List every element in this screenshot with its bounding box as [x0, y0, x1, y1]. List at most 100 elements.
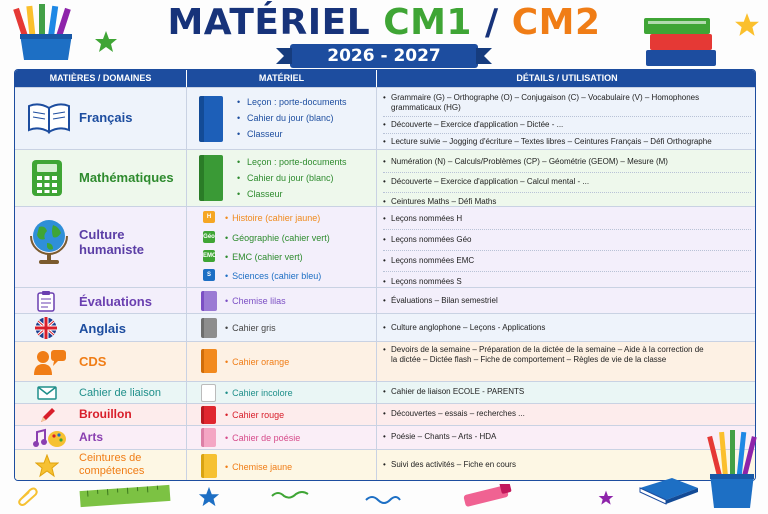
table-row-brouillon: Brouillon •Cahier rouge Découvertes – es…: [15, 403, 755, 425]
details-list: Cahier de liaison ECOLE - PARENTS: [383, 386, 751, 400]
sub-material-history: • Histoire (cahier jaune): [225, 213, 321, 223]
squiggle-icon: [271, 491, 309, 499]
material-item: Leçon : porte-documents: [237, 154, 347, 170]
pencil-icon: [41, 408, 55, 422]
table-row-arts: Arts •Cahier de poésie Poésie – Chants –…: [15, 425, 755, 449]
material-item: Classeur: [237, 126, 347, 142]
details-list: Grammaire (G) – Orthographe (O) – Conjug…: [383, 90, 751, 150]
detail-line: Devoirs de la semaine – Préparation de l…: [383, 344, 751, 368]
details-list: Numération (N) – Calculs/Problèmes (CP) …: [383, 153, 751, 211]
sub-material-note: (cahier jaune): [265, 213, 321, 223]
detail-line: Leçons nommées EMC: [383, 251, 751, 272]
table-row-culture-humaniste: Culture humaniste H • Histoire (cahier ja…: [15, 206, 755, 287]
material-item: • Cahier incolore: [225, 388, 293, 398]
open-book-icon: [28, 103, 70, 134]
sub-material-science: • Sciences (cahier bleu): [225, 271, 322, 281]
page-title: MATÉRIEL CM1 / CM2: [0, 2, 768, 44]
material-label: Cahier orange: [232, 357, 290, 367]
detail-line: Découvertes – essais – recherches ...: [383, 408, 751, 422]
details-list: Suivi des activités – Fiche en cours: [383, 459, 751, 473]
yellow-folder-icon: [201, 454, 217, 478]
star-icon: [598, 490, 614, 505]
detail-line: Leçons nommées Géo: [383, 230, 751, 251]
materials-list: Leçon : porte-documents Cahier du jour (…: [237, 94, 347, 142]
material-item: • Cahier orange: [225, 357, 290, 367]
table-header: MATIÈRES / DOMAINES MATÉRIEL DÉTAILS / U…: [15, 70, 755, 87]
material-item: Cahier du jour (blanc): [237, 170, 347, 186]
sub-material-label: Histoire: [232, 213, 263, 223]
star-icon: [198, 486, 220, 507]
details-list: Culture anglophone – Leçons - Applicatio…: [383, 321, 751, 336]
header-materials: MATÉRIEL: [186, 70, 376, 87]
material-item: Leçon : porte-documents: [237, 94, 347, 110]
header-subjects: MATIÈRES / DOMAINES: [49, 73, 152, 83]
details-list: Devoirs de la semaine – Préparation de l…: [383, 344, 751, 368]
subject-label: Culture humaniste: [79, 227, 145, 257]
table-row-ceintures: Ceintures de compétences • Chemise jaune …: [15, 449, 755, 480]
star-icon: [735, 13, 759, 36]
detail-line: Lecture suivie – Jogging d'écriture – Te…: [383, 134, 751, 150]
sub-material-label: Géographie: [232, 233, 280, 243]
person-speech-icon: [34, 350, 66, 375]
table-row-anglais: Anglais •Cahier gris Culture anglophone …: [15, 313, 755, 341]
red-notebook-icon: [201, 406, 216, 424]
material-label: Cahier rouge: [232, 410, 285, 420]
calculator-icon: [32, 160, 62, 196]
sub-material-geography: • Géographie (cahier vert): [225, 233, 330, 243]
sub-material-label: Sciences: [232, 271, 269, 281]
green-folder-icon: [199, 155, 223, 201]
details-list: Leçons nommées H Leçons nommées Géo Leço…: [383, 209, 751, 291]
detail-line: Leçons nommées H: [383, 209, 751, 230]
details-list: Découvertes – essais – recherches ...: [383, 408, 751, 422]
materials-list: Leçon : porte-documents Cahier du jour (…: [237, 154, 347, 202]
subject-label: CDS: [79, 354, 107, 369]
pencil-cup-icon: [707, 430, 757, 508]
table-row-cds: CDS •Cahier orange Devoirs de la semaine…: [15, 341, 755, 381]
detail-line: Suivi des activités – Fiche en cours: [383, 459, 751, 473]
header-details: DÉTAILS / UTILISATION: [376, 70, 755, 87]
emc-badge: EMC: [203, 250, 216, 262]
lilac-folder-icon: [201, 291, 217, 311]
subject-label: Français: [79, 110, 133, 125]
star-icon: [35, 454, 59, 478]
book-icon: [639, 478, 698, 505]
material-label: Cahier incolore: [232, 388, 293, 398]
pencil-cup-icon: [13, 4, 72, 60]
clipboard-icon: [37, 291, 55, 312]
details-list: Évaluations – Bilan semestriel: [383, 294, 751, 309]
grey-notebook-icon: [201, 318, 217, 338]
title-part1: MATÉRIEL: [167, 2, 371, 43]
detail-line: Culture anglophone – Leçons - Applicatio…: [383, 321, 751, 336]
envelope-icon: [37, 386, 57, 400]
detail-line: Numération (N) – Calculs/Problèmes (CP) …: [383, 153, 751, 173]
detail-line: Cahier de liaison ECOLE - PARENTS: [383, 386, 751, 400]
science-badge: S: [203, 269, 215, 281]
details-list: Poésie – Chants – Arts - HDA: [383, 431, 751, 445]
geography-badge: Géo: [203, 231, 215, 243]
table-row-francais: Français Leçon : porte-documents Cahier …: [15, 87, 755, 149]
subject-label: Évaluations: [79, 294, 152, 309]
material-label: Cahier de poésie: [232, 433, 301, 443]
detail-line: Leçons nommées S: [383, 272, 751, 291]
material-label: Chemise lilas: [232, 296, 286, 306]
title-separator: /: [485, 2, 499, 43]
material-item: • Chemise jaune: [225, 462, 293, 472]
ruler-icon: [79, 484, 171, 508]
material-item: • Chemise lilas: [225, 296, 286, 306]
detail-line: Grammaire (G) – Orthographe (O) – Conjug…: [383, 90, 751, 117]
clear-notebook-icon: [201, 384, 216, 402]
school-year-ribbon: 2026 - 2027: [276, 44, 492, 68]
material-item: Cahier du jour (blanc): [237, 110, 347, 126]
squiggle-icon: [365, 496, 401, 504]
detail-line: Ceintures Maths – Défi Maths: [383, 193, 751, 211]
detail-line: Découverte – Exercice d'application – Ca…: [383, 173, 751, 193]
materials-table: MATIÈRES / DOMAINES MATÉRIEL DÉTAILS / U…: [14, 69, 756, 481]
title-part2: CM1: [383, 2, 472, 43]
material-item: • Cahier de poésie: [225, 433, 301, 443]
subject-label: Cahier de liaison: [79, 387, 161, 399]
sub-material-note: (cahier vert): [281, 233, 330, 243]
orange-notebook-icon: [201, 349, 217, 373]
sub-material-label: EMC: [232, 252, 253, 262]
star-icon: [95, 31, 117, 52]
detail-line: Évaluations – Bilan semestriel: [383, 294, 751, 309]
